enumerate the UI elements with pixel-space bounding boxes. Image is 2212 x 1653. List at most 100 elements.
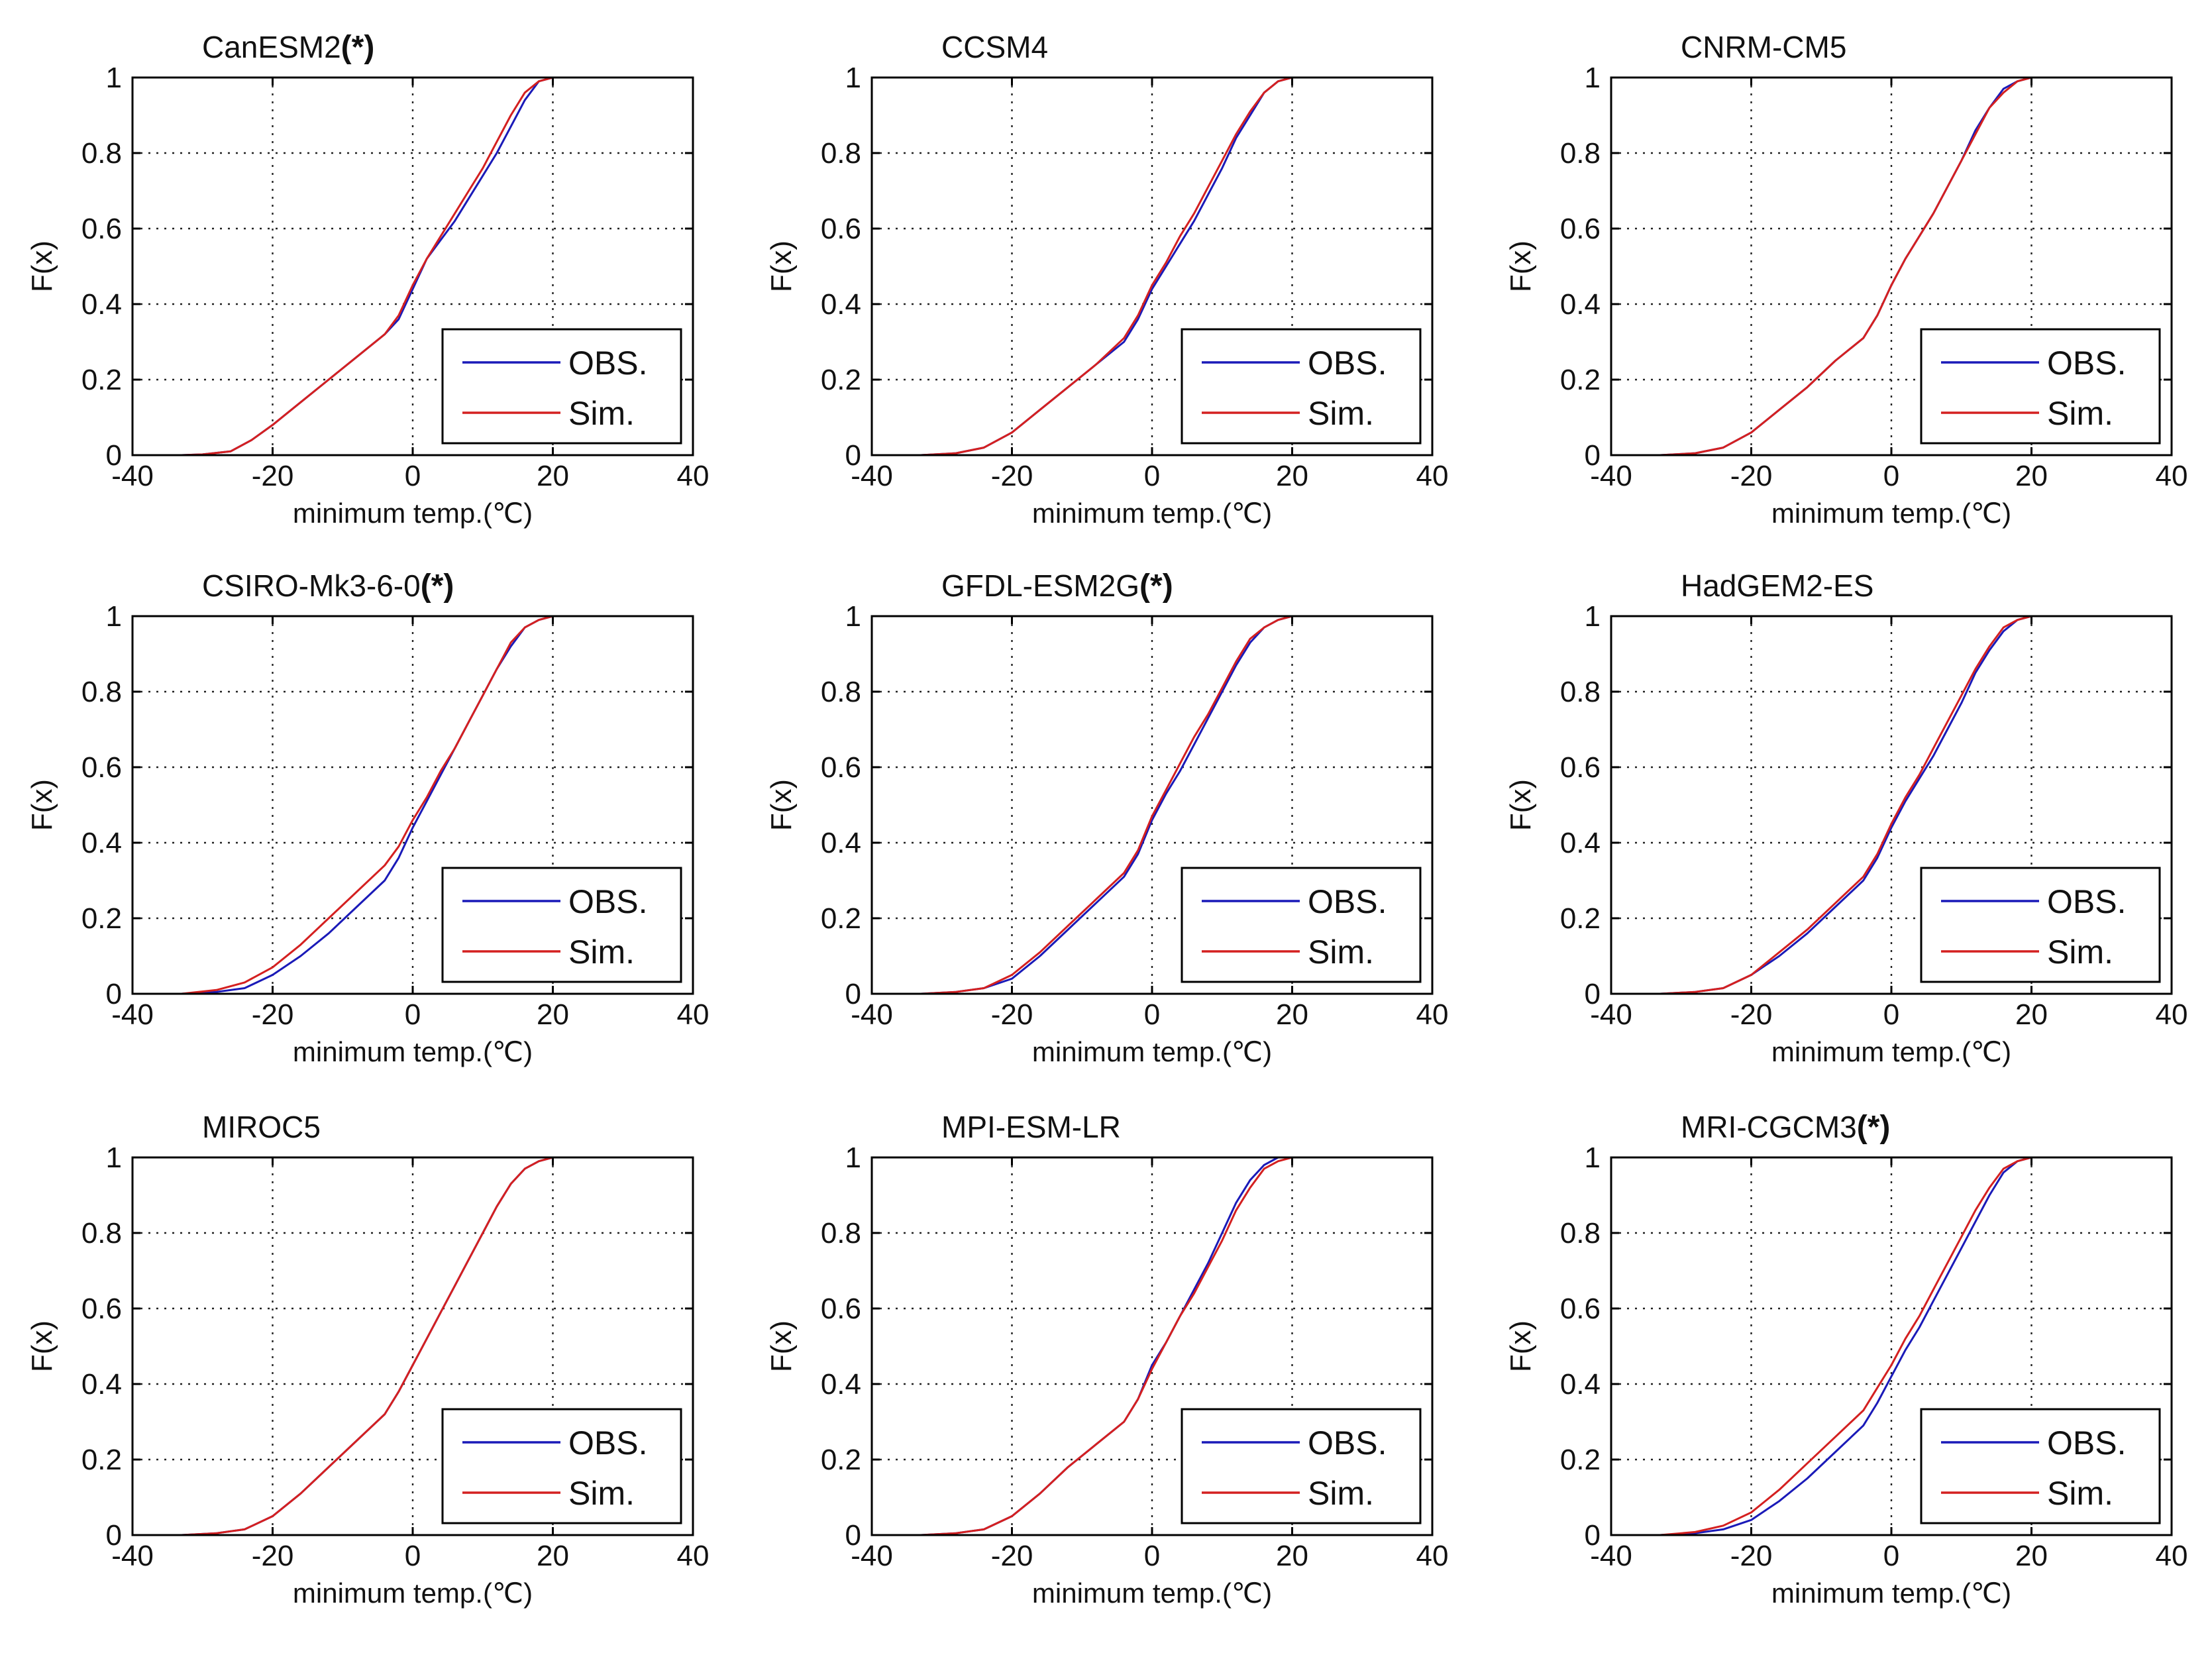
- y-tick-label: 0.2: [81, 1444, 122, 1476]
- subplot: -40 -20 0 20 40 0 0.2 0.4 0.6 0.8 1 minimum temp.(℃…: [1504, 568, 2187, 1067]
- chart-title-name: CCSM4: [941, 30, 1048, 64]
- legend-box: [1920, 867, 2161, 983]
- y-tick-label: 0: [106, 1519, 122, 1552]
- series-line-sim: [1659, 615, 2032, 995]
- x-tick-label: 40: [677, 460, 710, 492]
- legend-label: OBS.: [568, 1424, 647, 1462]
- y-tick-label: 0.8: [821, 137, 861, 170]
- subplot: -40 -20 0 20 40 0 0.2 0.4 0.6 0.8 1 minimum temp.(℃…: [26, 1110, 709, 1609]
- y-tick-label: 1: [106, 600, 122, 633]
- x-tick-label: -20: [1730, 998, 1773, 1031]
- x-tick-label: -40: [111, 1540, 154, 1572]
- legend-box: [441, 867, 682, 983]
- y-tick-label: 1: [1585, 1142, 1601, 1174]
- y-tick-label: 1: [1585, 600, 1601, 633]
- legend-label: Sim.: [2047, 933, 2113, 971]
- x-tick-label: 40: [2156, 460, 2188, 492]
- x-tick-label: 40: [2156, 998, 2188, 1031]
- y-tick-label: 0: [1585, 1519, 1601, 1552]
- legend-label: Sim.: [1308, 1475, 1374, 1512]
- legend-label: OBS.: [1308, 345, 1387, 382]
- x-tick-label: -40: [851, 1540, 893, 1572]
- x-tick-label: 20: [537, 460, 569, 492]
- legend-box: [1181, 1408, 1422, 1524]
- x-tick-label: -20: [1730, 460, 1773, 492]
- x-tick-label: 40: [2156, 1540, 2188, 1572]
- y-tick-label: 0.4: [81, 827, 122, 859]
- series-line-obs: [181, 615, 553, 995]
- y-tick-label: 1: [106, 1142, 122, 1174]
- y-tick-label: 0.4: [821, 827, 861, 859]
- x-tick-label: -40: [1590, 1540, 1632, 1572]
- x-axis-label: minimum temp.(℃): [1032, 1036, 1272, 1067]
- y-tick-label: 0.2: [821, 364, 861, 396]
- y-tick-label: 0.2: [821, 902, 861, 935]
- y-tick-label: 0.6: [1560, 751, 1601, 784]
- y-axis-label: F(x): [26, 1320, 58, 1372]
- y-tick-label: 0.6: [821, 751, 861, 784]
- y-tick-label: 0.6: [81, 751, 122, 784]
- x-tick-label: -20: [991, 460, 1033, 492]
- y-tick-label: 0: [106, 439, 122, 472]
- y-tick-label: 0.4: [1560, 288, 1601, 321]
- legend-label: Sim.: [1308, 395, 1374, 432]
- x-axis-label: minimum temp.(℃): [1032, 1577, 1272, 1609]
- y-axis-label: F(x): [1504, 1320, 1537, 1372]
- x-tick-label: 20: [2015, 460, 2048, 492]
- legend-box: [441, 328, 682, 445]
- x-tick-label: 40: [1416, 998, 1449, 1031]
- chart-title: MIROC5: [202, 1110, 321, 1144]
- significance-marker: (*): [421, 568, 454, 604]
- chart-title-name: CanESM2: [202, 30, 341, 64]
- x-axis-label: minimum temp.(℃): [1771, 498, 2011, 529]
- x-tick-label: 0: [405, 1540, 421, 1572]
- series-line-sim: [181, 1156, 553, 1536]
- x-axis-label: minimum temp.(℃): [1032, 498, 1272, 529]
- legend-box: [1920, 1408, 2161, 1524]
- y-tick-label: 0: [845, 439, 861, 472]
- legend-box: [441, 1408, 682, 1524]
- x-axis-label: minimum temp.(℃): [293, 498, 533, 529]
- series-line-sim: [920, 76, 1292, 456]
- y-tick-label: 0.4: [1560, 1368, 1601, 1401]
- y-tick-label: 0.4: [821, 1368, 861, 1401]
- y-axis-label: F(x): [765, 779, 798, 831]
- chart-title: CSIRO-Mk3-6-0(*): [202, 568, 454, 604]
- x-axis-label: minimum temp.(℃): [293, 1036, 533, 1067]
- legend-label: OBS.: [2047, 883, 2126, 920]
- legend-label: Sim.: [568, 1475, 635, 1512]
- x-axis-label: minimum temp.(℃): [293, 1577, 533, 1609]
- x-tick-label: 0: [1883, 460, 1899, 492]
- y-axis-label: F(x): [26, 240, 58, 292]
- y-tick-label: 0.2: [1560, 364, 1601, 396]
- y-tick-label: 0.6: [81, 213, 122, 245]
- x-tick-label: 0: [405, 998, 421, 1031]
- y-tick-label: 1: [845, 1142, 861, 1174]
- x-tick-label: 20: [1276, 998, 1308, 1031]
- x-axis-label: minimum temp.(℃): [1771, 1577, 2011, 1609]
- y-tick-label: 0: [845, 1519, 861, 1552]
- y-tick-label: 0.6: [1560, 1293, 1601, 1325]
- y-tick-label: 0.8: [1560, 1217, 1601, 1250]
- legend-label: Sim.: [2047, 395, 2113, 432]
- chart-title: CNRM-CM5: [1681, 30, 1846, 64]
- y-tick-label: 0.8: [81, 137, 122, 170]
- y-axis-label: F(x): [765, 1320, 798, 1372]
- y-tick-label: 0.8: [1560, 137, 1601, 170]
- x-tick-label: 40: [677, 1540, 710, 1572]
- y-tick-label: 0.2: [81, 364, 122, 396]
- y-tick-label: 0.8: [821, 676, 861, 708]
- series-line-sim: [920, 615, 1292, 995]
- series-line-sim: [1659, 76, 2032, 456]
- y-tick-label: 0.6: [81, 1293, 122, 1325]
- chart-title: CCSM4: [941, 30, 1048, 64]
- subplot: -40 -20 0 20 40 0 0.2 0.4 0.6 0.8 1 minimum temp.(℃…: [1504, 30, 2187, 529]
- y-tick-label: 1: [106, 62, 122, 94]
- significance-marker: (*): [1857, 1110, 1891, 1145]
- x-tick-label: 0: [1144, 998, 1160, 1031]
- y-tick-label: 0.4: [81, 1368, 122, 1401]
- legend-box: [1181, 867, 1422, 983]
- x-tick-label: -20: [991, 998, 1033, 1031]
- x-tick-label: -40: [111, 460, 154, 492]
- y-tick-label: 0.2: [1560, 1444, 1601, 1476]
